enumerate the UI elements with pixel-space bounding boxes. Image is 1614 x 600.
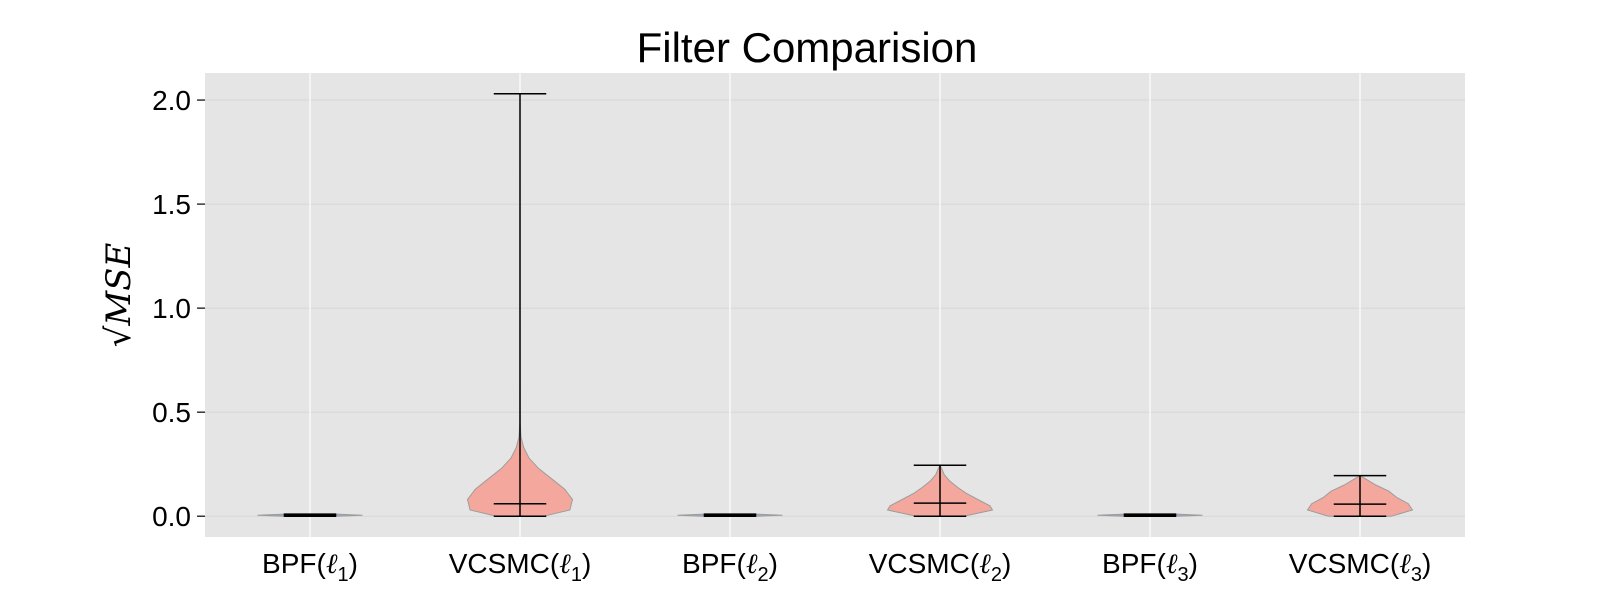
x-tick-label: VCSMC(ℓ3) bbox=[1289, 547, 1432, 586]
x-tick-label-ell: ℓ bbox=[746, 547, 758, 580]
violins bbox=[257, 93, 1414, 517]
violin-4 bbox=[886, 464, 994, 517]
x-tick-label-ell: ℓ bbox=[559, 547, 571, 580]
x-tick-label-ell: ℓ bbox=[1166, 547, 1178, 580]
y-axis-label-group: √MSE bbox=[99, 243, 139, 348]
x-tick-label-subscript: 1 bbox=[338, 564, 349, 586]
y-axis-label: √MSE bbox=[99, 243, 139, 348]
x-tick-label-base: BPF( bbox=[262, 548, 326, 579]
x-tick-label-ell: ℓ bbox=[326, 547, 338, 580]
x-tick-label-base: VCSMC( bbox=[1289, 548, 1400, 579]
x-tick-label: BPF(ℓ1) bbox=[262, 547, 358, 586]
x-tick-label-subscript: 2 bbox=[758, 564, 769, 586]
x-tick-label-base: BPF( bbox=[682, 548, 746, 579]
violin-5 bbox=[1097, 513, 1203, 517]
x-tick-label: BPF(ℓ2) bbox=[682, 547, 778, 586]
x-tick-label: VCSMC(ℓ1) bbox=[449, 547, 592, 586]
y-tick-label: 2.0 bbox=[152, 85, 191, 116]
x-tick-label: BPF(ℓ3) bbox=[1102, 547, 1198, 586]
y-tick-label: 1.5 bbox=[152, 189, 191, 220]
x-tick-label-base: BPF( bbox=[1102, 548, 1166, 579]
x-tick-label-close: ) bbox=[1189, 548, 1198, 579]
y-tick-label: 0.0 bbox=[152, 501, 191, 532]
y-tick-label: 0.5 bbox=[152, 397, 191, 428]
x-tick-label-subscript: 2 bbox=[991, 564, 1002, 586]
x-tick-label-base: VCSMC( bbox=[869, 548, 980, 579]
violin-3 bbox=[677, 513, 783, 517]
chart-title: Filter Comparision bbox=[637, 24, 978, 71]
y-axis: 0.0 0.5 1.0 1.5 2.0 bbox=[152, 85, 205, 532]
violin-1 bbox=[257, 513, 363, 517]
x-axis: BPF(ℓ1) VCSMC(ℓ1) BPF(ℓ2) VCSMC(ℓ2) BPF(ℓ3) V… bbox=[262, 547, 1431, 586]
x-tick-label-close: ) bbox=[1002, 548, 1011, 579]
x-tick-label-subscript: 1 bbox=[571, 564, 582, 586]
x-tick-label-ell: ℓ bbox=[1399, 547, 1411, 580]
x-tick-label-close: ) bbox=[349, 548, 358, 579]
plot-area bbox=[205, 73, 1465, 537]
x-tick-label: VCSMC(ℓ2) bbox=[869, 547, 1012, 586]
x-tick-label-subscript: 3 bbox=[1178, 564, 1189, 586]
x-tick-label-close: ) bbox=[1422, 548, 1431, 579]
x-tick-label-close: ) bbox=[582, 548, 591, 579]
violin-6 bbox=[1306, 474, 1414, 517]
x-tick-label-close: ) bbox=[769, 548, 778, 579]
x-tick-label-base: VCSMC( bbox=[449, 548, 560, 579]
x-tick-label-ell: ℓ bbox=[979, 547, 991, 580]
grid-lines bbox=[205, 73, 1465, 537]
violin-2 bbox=[466, 93, 574, 517]
x-tick-label-subscript: 3 bbox=[1411, 564, 1422, 586]
y-tick-label: 1.0 bbox=[152, 293, 191, 324]
